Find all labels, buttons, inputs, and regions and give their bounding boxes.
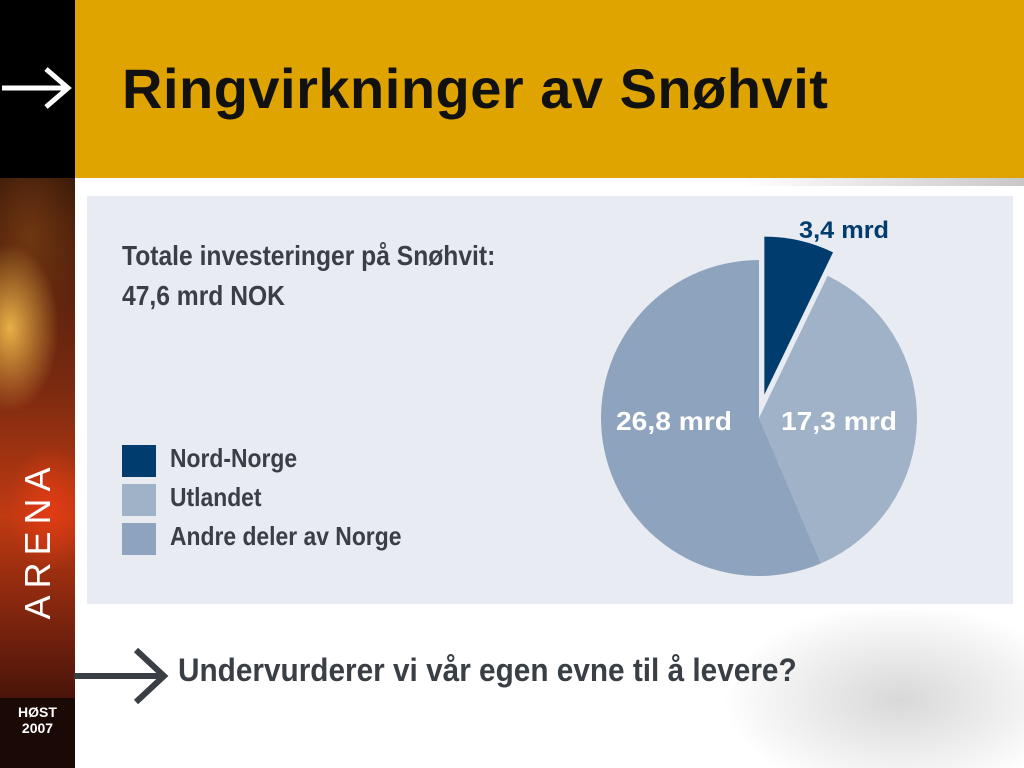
pie-labels: 3,4 mrd 17,3 mrd 26,8 mrd xyxy=(616,217,897,436)
arrow-right-icon xyxy=(74,647,169,705)
legend-swatch-nord-norge xyxy=(122,445,156,477)
chart-panel: Totale investeringer på Snøhvit: 47,6 mr… xyxy=(87,196,1013,604)
pie-label-utlandet: 17,3 mrd xyxy=(781,406,897,436)
legend-swatch-andre-deler xyxy=(122,523,156,555)
legend-swatch-utlandet xyxy=(122,484,156,516)
pie-chart: 3,4 mrd 17,3 mrd 26,8 mrd xyxy=(601,217,917,576)
bottom-decorative-glow xyxy=(700,610,1024,768)
slide-title: Ringvirkninger av Snøhvit xyxy=(122,57,829,120)
legend-label-andre-deler: Andre deler av Norge xyxy=(170,521,402,551)
chart-title-line-2: 47,6 mrd NOK xyxy=(122,280,285,311)
decorative-photo xyxy=(0,178,75,698)
title-bar: Ringvirkninger av Snøhvit xyxy=(75,0,1024,178)
slide-subtitle: Undervurderer vi vår egen evne til å lev… xyxy=(178,652,797,688)
pie-slices xyxy=(601,236,917,576)
pie-slice-andre-deler-av-norge xyxy=(601,260,822,576)
pie-slice-nord-norge xyxy=(764,236,834,395)
pie-label-nord-norge: 3,4 mrd xyxy=(799,217,889,244)
season-line-1: HØST xyxy=(18,704,57,720)
chart-title-line-1: Totale investeringer på Snøhvit: xyxy=(122,240,496,271)
legend-label-utlandet: Utlandet xyxy=(170,482,262,512)
pie-label-andre-deler-av-norge: 26,8 mrd xyxy=(616,406,732,436)
season-line-2: 2007 xyxy=(21,720,54,736)
pie-slice-utlandet xyxy=(759,275,917,564)
arrow-right-icon xyxy=(2,67,72,109)
brand-name: ARENA xyxy=(17,460,58,620)
left-brand-strip: ARENA HØST 2007 xyxy=(0,0,75,768)
season-label: HØST 2007 xyxy=(0,704,75,736)
left-strip-bottom xyxy=(0,698,75,768)
legend-label-nord-norge: Nord-Norge xyxy=(170,443,298,473)
title-divider xyxy=(75,178,1024,186)
chart-title: Totale investeringer på Snøhvit: 47,6 mr… xyxy=(122,236,495,316)
